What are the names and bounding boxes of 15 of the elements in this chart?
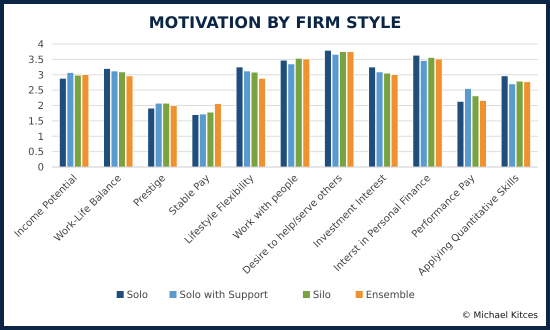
text: © Michael Kitces bbox=[462, 311, 538, 321]
y-tick-label: 3.5 bbox=[28, 54, 44, 66]
chart-title: MOTIVATION BY FIRM STYLE bbox=[148, 13, 402, 32]
y-tick-label: 3 bbox=[38, 70, 44, 82]
y-tick-label: 1 bbox=[38, 132, 44, 143]
legend-label: Ensemble bbox=[366, 290, 415, 301]
legend-label: Solo with Support bbox=[180, 290, 268, 301]
y-tick-label: 2.5 bbox=[28, 86, 44, 97]
y-tick-label: 0 bbox=[38, 162, 44, 174]
legend-label: Silo bbox=[312, 290, 331, 301]
y-tick-label: 4 bbox=[38, 40, 44, 50]
y-tick-label: 2 bbox=[38, 101, 44, 112]
legend-label: Solo bbox=[126, 290, 148, 301]
y-tick-label: 0.5 bbox=[28, 147, 44, 158]
y-tick-label: 1.5 bbox=[28, 116, 44, 128]
